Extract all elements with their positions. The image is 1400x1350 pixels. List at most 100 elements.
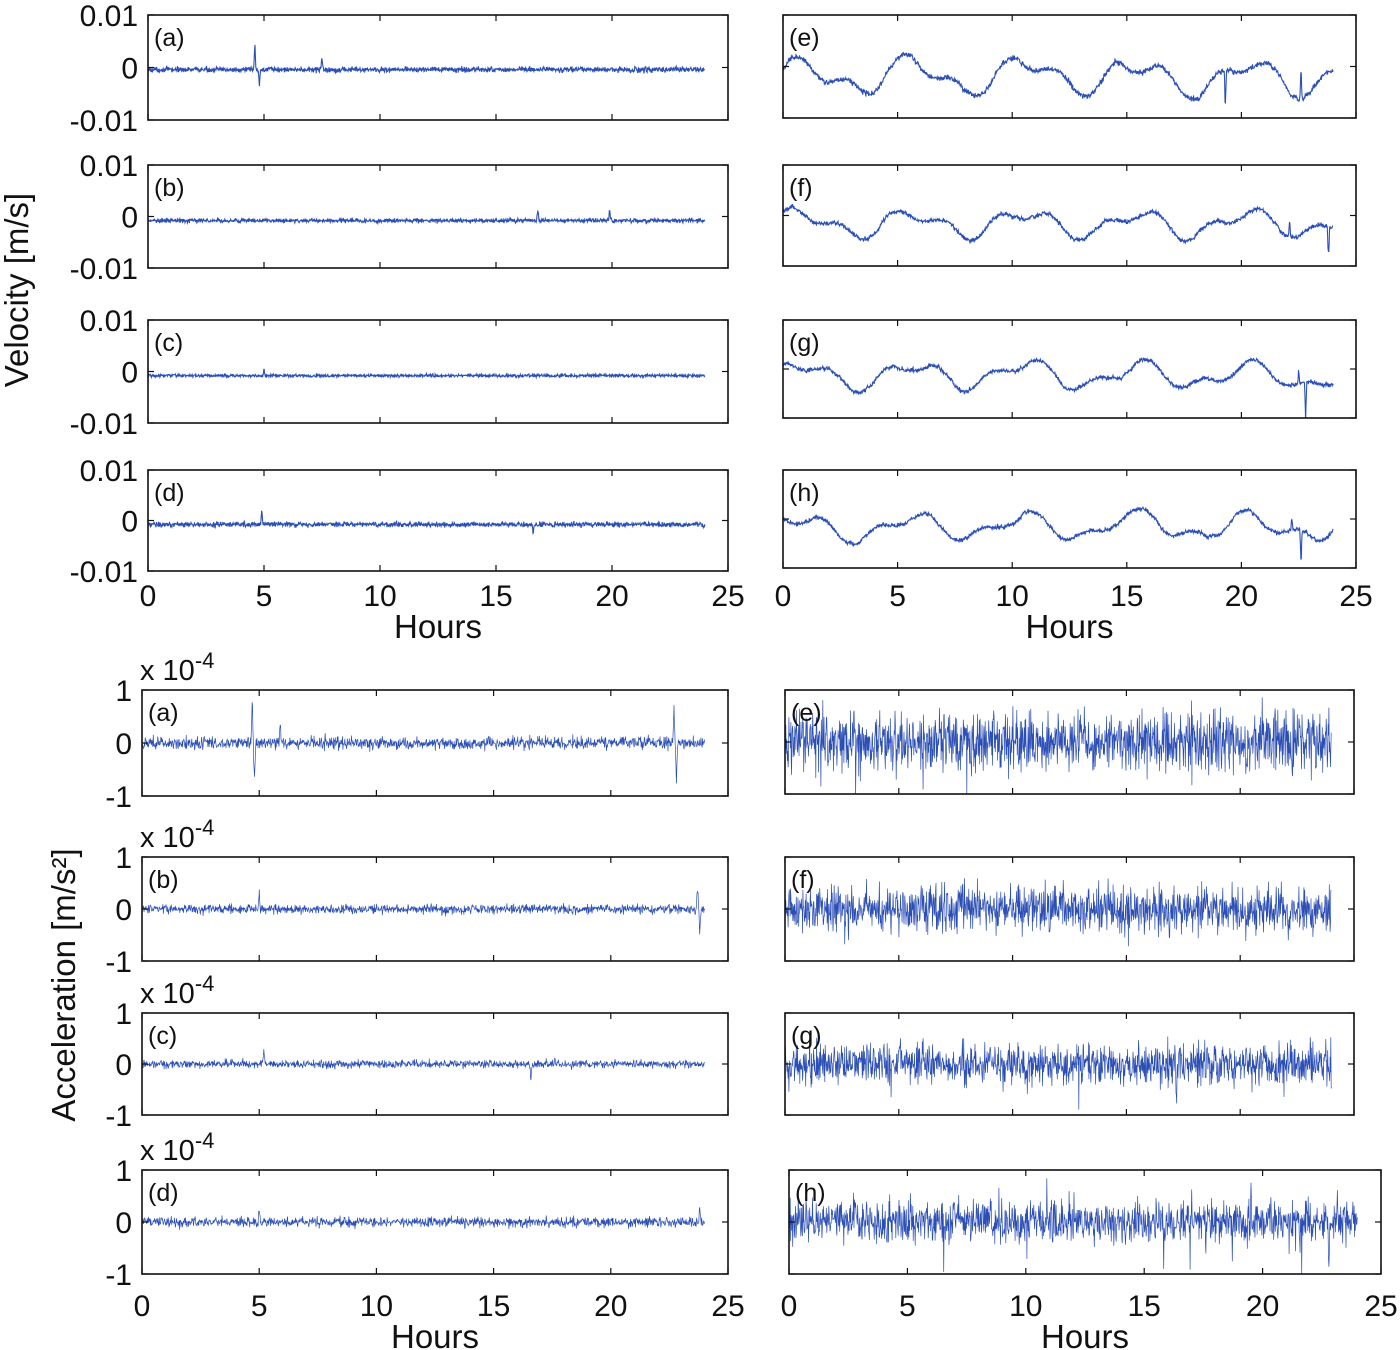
panel-label: (h) [795, 1179, 826, 1207]
velocity-right-panel-g: (g) [782, 319, 1357, 419]
series-line [783, 203, 1334, 253]
acceleration-right-panel-f: (f) [784, 856, 1355, 962]
x-tick-label: 10 [996, 580, 1029, 613]
x-tick-label: 20 [1225, 580, 1258, 613]
y-tick-label: -1 [105, 946, 132, 979]
y-axis-label: Velocity [m/s] [0, 193, 35, 387]
y-tick-label: 0.01 [80, 455, 138, 488]
series-line [789, 1178, 1358, 1274]
x-tick-label: 25 [1364, 1290, 1397, 1323]
acceleration-left-panel-c: (c) 1 0 -1 x 10-4 [105, 971, 729, 1133]
y-tick-label: -1 [105, 1100, 132, 1133]
y-tick-label: 0 [115, 728, 132, 761]
x-tick-label: 15 [477, 1290, 510, 1323]
y-tick-label: -1 [105, 781, 132, 814]
x-tick-label: 25 [1339, 580, 1372, 613]
axes-box [147, 164, 729, 269]
x-tick-label: 5 [256, 580, 273, 613]
series-line [785, 878, 1332, 947]
x-tick-label: 15 [479, 580, 512, 613]
panel-label: (a) [148, 699, 179, 727]
series-line [783, 356, 1334, 418]
y-axis-label: Acceleration [m/s²] [45, 848, 82, 1121]
axes-box [782, 469, 1357, 569]
y-tick-label: 1 [115, 675, 132, 708]
axes-box [784, 689, 1355, 795]
x-tick-label: 5 [889, 580, 906, 613]
x-tick-label: 5 [899, 1290, 916, 1323]
x-tick-label: 0 [134, 1290, 151, 1323]
series-line [783, 51, 1334, 104]
y-tick-label: 0.01 [80, 150, 138, 183]
x-axis-label: Hours [391, 1318, 479, 1350]
y-tick-label: -0.01 [70, 556, 138, 589]
x-axis-label: Hours [1025, 608, 1113, 645]
y-tick-label: 1 [115, 998, 132, 1031]
y-tick-label: -1 [105, 1259, 132, 1292]
x-tick-label: 10 [360, 1290, 393, 1323]
y-tick-label: 0 [115, 894, 132, 927]
acceleration-right-panel-h: (h) 0 5 10 15 20 25 Hours [781, 1169, 1398, 1350]
panel-label: (c) [148, 1022, 177, 1050]
series-line [148, 510, 706, 535]
x-tick-label: 5 [251, 1290, 268, 1323]
panel-label: (b) [154, 174, 185, 202]
panel-label: (a) [154, 24, 185, 52]
x-tick-label: 20 [1246, 1290, 1279, 1323]
x-tick-label: 10 [1009, 1290, 1042, 1323]
y-tick-label: 0 [115, 1049, 132, 1082]
x-tick-label: 0 [775, 580, 792, 613]
panel-label: (d) [148, 1179, 179, 1207]
axes-box [147, 469, 729, 572]
x-tick-label: 25 [711, 580, 744, 613]
velocity-right-panel-f: (f) [782, 164, 1357, 267]
y-tick-label: 0 [121, 357, 138, 390]
velocity-left-panel-a: (a) 0.01 0 -0.01 [70, 0, 729, 138]
panel-label: (e) [789, 24, 820, 52]
series-line [142, 702, 705, 784]
y-tick-label: 1 [115, 1155, 132, 1188]
x-tick-label: 20 [594, 1290, 627, 1323]
panel-label: (f) [789, 174, 813, 202]
y-tick-label: 0 [121, 506, 138, 539]
panel-label: (f) [791, 866, 815, 894]
scale-multiplier: x 10-4 [140, 648, 214, 687]
y-tick-label: 0.01 [80, 305, 138, 338]
scale-multiplier: x 10-4 [140, 1128, 214, 1167]
x-axis-label: Hours [394, 608, 482, 645]
panel-label: (c) [154, 329, 183, 357]
axes-box [782, 164, 1357, 267]
acceleration-left-panel-b: (b) 1 0 -1 x 10-4 [105, 815, 729, 979]
y-tick-label: 0 [121, 53, 138, 86]
velocity-right-panel-h: (h) 0 5 10 15 20 25 Hours [775, 469, 1373, 645]
acceleration-right-panel-e: (e) [784, 689, 1355, 795]
y-tick-label: 0.01 [80, 0, 138, 33]
panel-label: (b) [148, 866, 179, 894]
series-line [783, 505, 1334, 560]
panel-label: (g) [789, 329, 820, 357]
velocity-right-panel-e: (e) [782, 14, 1357, 119]
x-tick-label: 10 [363, 580, 396, 613]
series-line [148, 44, 706, 87]
scale-multiplier: x 10-4 [140, 815, 214, 854]
x-tick-label: 25 [711, 1290, 744, 1323]
panel-label: (e) [791, 699, 822, 727]
series-line [148, 209, 706, 226]
x-tick-label: 15 [1110, 580, 1143, 613]
y-tick-label: -0.01 [70, 105, 138, 138]
acceleration-right-panel-g: (g) [784, 1012, 1355, 1116]
x-tick-label: 0 [140, 580, 157, 613]
acceleration-left-panel-a: (a) 1 0 -1 x 10-4 [105, 648, 729, 814]
x-tick-label: 0 [781, 1290, 798, 1323]
series-line [785, 697, 1332, 794]
x-tick-label: 15 [1128, 1290, 1161, 1323]
axes-box [782, 14, 1357, 119]
x-tick-label: 20 [595, 580, 628, 613]
y-tick-label: 0 [115, 1207, 132, 1240]
y-tick-label: 1 [115, 842, 132, 875]
series-line [148, 368, 706, 380]
velocity-left-panel-b: (b) 0.01 0 -0.01 [70, 150, 729, 286]
